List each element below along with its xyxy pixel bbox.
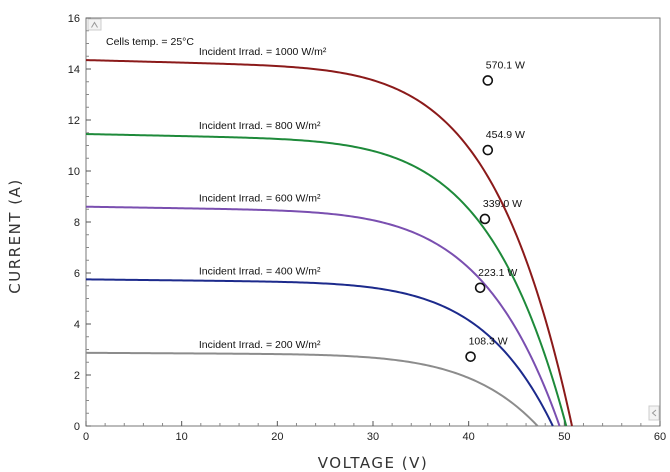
irradiance-label: Incident Irrad. = 600 W/m² [199,193,321,205]
y-tick-label: 8 [74,217,80,229]
power-label: 223.1 W [478,267,517,279]
x-tick-label: 50 [558,431,570,443]
y-tick-label: 0 [74,421,80,433]
axis-ticks: 0 10 20 30 40 50 60 0 2 4 6 8 10 12 14 16 [68,13,666,443]
y-tick-label: 10 [68,166,80,178]
y-axis-title: CURRENT (A) [6,178,24,293]
scroll-left-arrow[interactable] [648,405,660,421]
x-axis-title: VOLTAGE (V) [318,454,428,472]
x-tick-label: 0 [83,431,89,443]
cell-temp-annotation: Cells temp. = 25°C [106,36,194,48]
irradiance-label: Incident Irrad. = 1000 W/m² [199,46,327,58]
scroll-up-arrow[interactable] [87,18,102,31]
x-tick-label: 40 [463,431,475,443]
iv-curve-line [85,205,561,427]
irradiance-label: Incident Irrad. = 200 W/m² [199,339,321,351]
x-tick-label: 20 [271,431,283,443]
y-tick-label: 12 [68,115,80,127]
power-label: 570.1 W [486,59,525,71]
iv-curve-line [85,278,554,427]
irradiance-label: Incident Irrad. = 800 W/m² [199,120,321,132]
iv-curve-line [85,351,539,427]
y-tick-label: 2 [74,370,80,382]
x-tick-label: 10 [176,431,188,443]
power-label: 108.3 W [469,336,508,348]
y-tick-label: 6 [74,268,80,280]
irradiance-label: Incident Irrad. = 400 W/m² [199,265,321,277]
y-tick-label: 4 [74,319,80,331]
mpp-marker [474,282,486,294]
power-label: 339.0 W [483,198,522,210]
y-tick-label: 16 [68,13,80,25]
max-power-points [465,75,494,362]
mpp-marker [465,351,476,362]
iv-curve-line [85,59,573,427]
x-tick-label: 30 [367,431,379,443]
mpp-marker [479,213,491,225]
mpp-marker [482,75,494,86]
series-labels: 570.1 W Incident Irrad. = 1000 W/m² 454.9 … [199,46,525,351]
series-curves [85,59,573,427]
mpp-marker [482,144,494,156]
y-tick-label: 14 [68,64,80,76]
power-label: 454.9 W [486,129,525,141]
x-tick-label: 60 [654,431,666,443]
iv-curve-line [85,133,568,427]
